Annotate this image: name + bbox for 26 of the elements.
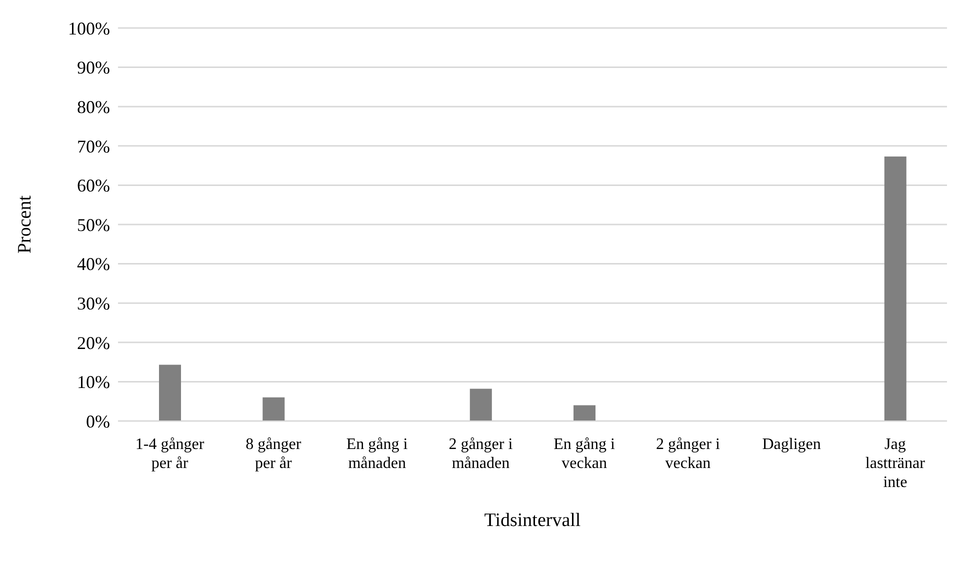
x-tick-label: 2 gånger i veckan [656, 436, 720, 472]
x-tick-label: 8 gånger per år [246, 436, 302, 472]
y-tick-label: 40% [77, 254, 110, 274]
x-tick-label: Dagligen [762, 436, 821, 453]
y-tick-label: 30% [77, 293, 110, 314]
bar [159, 364, 181, 421]
x-axis-title: Tidsintervall [484, 510, 581, 531]
y-tick-label: 70% [77, 136, 110, 156]
x-tick-label: En gång i veckan [554, 436, 616, 472]
y-tick-label: 50% [77, 214, 110, 235]
y-tick-label: 90% [77, 58, 110, 78]
x-tick-label: Jag lasttränar inte [865, 436, 926, 491]
bar [470, 388, 492, 421]
y-tick-label: 20% [77, 332, 110, 353]
x-tick-label: En gång i månaden [346, 436, 408, 472]
x-tick-label: 1-4 gånger per år [135, 436, 205, 472]
x-tick-label: 2 gånger i månaden [448, 436, 514, 472]
y-axis-title: Procent [14, 194, 36, 254]
y-tick-label: 60% [77, 176, 110, 196]
y-tick-label: 0% [86, 411, 110, 432]
y-tick-label: 100% [68, 18, 110, 38]
bar [574, 405, 596, 421]
bar [884, 156, 906, 421]
y-tick-label: 10% [77, 372, 110, 392]
y-tick-label: 80% [77, 96, 110, 117]
bar [262, 397, 285, 421]
